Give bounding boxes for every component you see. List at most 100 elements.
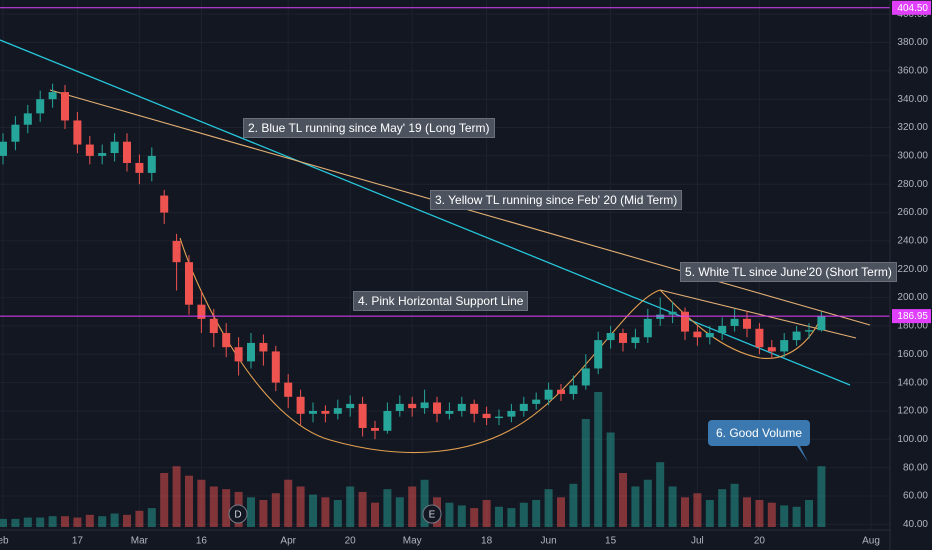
volume-bar [48, 516, 57, 527]
candle-body [222, 333, 231, 348]
volume-bar [346, 486, 355, 527]
candle-body [743, 318, 751, 329]
volume-bar [581, 419, 590, 527]
y-tick-label: 40.00 [903, 519, 928, 530]
candle-body [197, 304, 206, 319]
volume-bar [532, 500, 541, 527]
candle-body [11, 124, 20, 142]
price-label: 404.50 [897, 3, 928, 14]
volume-bar [209, 486, 218, 527]
volume-bar [482, 500, 491, 527]
volume-bar [395, 497, 404, 527]
candle-body [259, 342, 268, 352]
candle-body [668, 311, 677, 315]
y-tick-label: 180.00 [897, 321, 928, 332]
candle-body [495, 416, 503, 419]
volume-bar [247, 497, 255, 527]
volume-bar [98, 516, 107, 527]
volume-bar [147, 508, 156, 527]
x-tick-label: 15 [605, 536, 617, 547]
candle-body [61, 92, 69, 121]
candle-body [185, 262, 193, 305]
volume-bar [470, 508, 479, 527]
volume-bar [495, 506, 503, 527]
candle-body [594, 340, 603, 369]
candle-body [755, 328, 764, 348]
volume-bar [681, 497, 689, 527]
candle-body [98, 153, 107, 156]
x-tick-label: May [403, 536, 422, 547]
volume-bar [619, 473, 627, 527]
candle-body [544, 389, 553, 400]
volume-bar [792, 506, 801, 527]
annotation: 3. Yellow TL running since Feb' 20 (Mid … [430, 190, 683, 210]
candle-body [519, 403, 528, 411]
y-tick-label: 380.00 [897, 37, 928, 48]
candle-body [619, 333, 627, 343]
volume-bar [259, 500, 268, 527]
candle-body [160, 195, 169, 213]
volume-bar [643, 479, 652, 527]
volume-bar [271, 493, 280, 527]
volume-bar [767, 502, 776, 527]
volume-bar [507, 508, 516, 527]
candle-body [271, 351, 280, 383]
annotation: 2. Blue TL running since May' 19 (Long T… [243, 118, 495, 138]
candle-body [358, 403, 367, 428]
candle-body [321, 410, 330, 414]
volume-bar [569, 483, 578, 527]
candle-body [23, 113, 32, 125]
volume-bar [594, 392, 603, 527]
candle-body [718, 325, 727, 334]
event-marker [422, 504, 442, 524]
volume-bar [445, 502, 454, 527]
y-tick-label: 220.00 [897, 264, 928, 275]
volume-bar [420, 479, 429, 527]
x-tick-label: 16 [196, 536, 208, 547]
y-tick-label: 280.00 [897, 179, 928, 190]
x-tick-label: Mar [131, 536, 149, 547]
volume-bar [23, 517, 32, 527]
candle-body [569, 385, 578, 394]
event-label: E [429, 510, 436, 521]
candle-body [643, 318, 652, 338]
volume-bar [172, 466, 181, 527]
volume-bar [110, 513, 119, 527]
y-tick-label: 100.00 [897, 434, 928, 445]
volume-bar [718, 489, 727, 527]
candle-body [284, 382, 293, 397]
volume-bar [222, 489, 231, 527]
volume-bar [656, 462, 665, 527]
candle-body [383, 410, 392, 431]
volume-bar [185, 475, 193, 527]
candles [0, 7, 890, 440]
volume-bar [333, 500, 342, 527]
candle-body [333, 408, 342, 414]
candle-body [705, 333, 714, 338]
y-tick-label: 120.00 [897, 406, 928, 417]
candle-body [457, 403, 466, 411]
candle-body [110, 141, 119, 154]
volume-bar [668, 486, 677, 527]
candle-body [433, 402, 441, 414]
volume-bar [36, 517, 45, 527]
candle-body [48, 92, 57, 100]
candle-body [780, 340, 789, 352]
grid [0, 0, 890, 530]
volume-bar [0, 518, 7, 527]
candle-body [631, 337, 640, 343]
price-label-box [892, 0, 931, 15]
candle-body [507, 410, 516, 417]
volume-bar [309, 494, 317, 527]
candle-body [123, 141, 131, 163]
candle-body [681, 311, 689, 332]
candle-body [172, 240, 181, 263]
candle-body [730, 318, 739, 326]
x-tick-label: 20 [754, 536, 766, 547]
candle-body [0, 141, 7, 156]
candle-body [817, 316, 826, 331]
y-tick-label: 60.00 [903, 491, 928, 502]
candle-body [346, 403, 355, 409]
